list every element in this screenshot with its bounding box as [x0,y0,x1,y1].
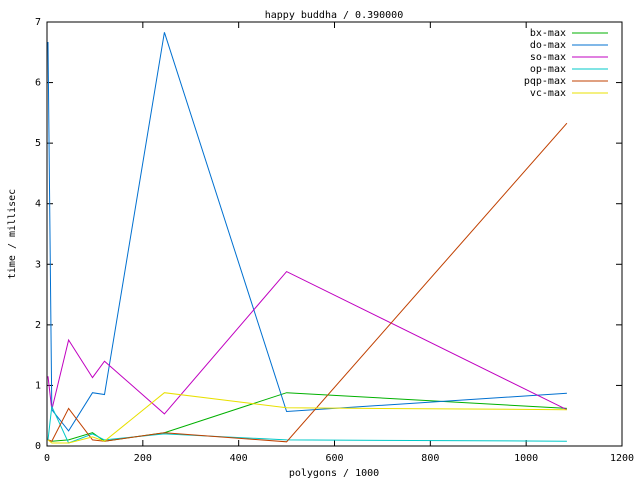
y-tick-label: 7 [35,17,41,28]
legend-label: pqp-max [524,76,566,87]
chart-title: happy buddha / 0.390000 [265,10,403,21]
data-line [47,122,568,443]
y-tick-label: 6 [35,78,41,89]
legend-label: bx-max [530,28,566,39]
x-tick-label: 200 [134,453,152,464]
y-axis-label: time / millisec [7,189,18,279]
y-tick-label: 5 [35,138,41,149]
x-tick-label: 1200 [610,453,634,464]
legend-label: op-max [530,64,566,75]
legend-label: do-max [530,40,566,51]
legend-label: so-max [530,52,566,63]
x-tick-label: 400 [230,453,248,464]
y-tick-label: 4 [35,199,41,210]
data-line [47,392,567,444]
x-axis-label: polygons / 1000 [289,468,379,479]
legend-label: vc-max [530,88,566,99]
y-tick-label: 3 [35,259,41,270]
x-tick-label: 0 [44,453,50,464]
x-tick-label: 600 [325,453,343,464]
y-tick-label: 1 [35,380,41,391]
data-line [47,270,568,415]
x-tick-label: 800 [421,453,439,464]
x-tick-label: 1000 [514,453,538,464]
data-line [47,392,567,442]
y-tick-label: 2 [35,320,41,331]
data-line [47,404,567,444]
y-tick-label: 0 [35,441,41,452]
